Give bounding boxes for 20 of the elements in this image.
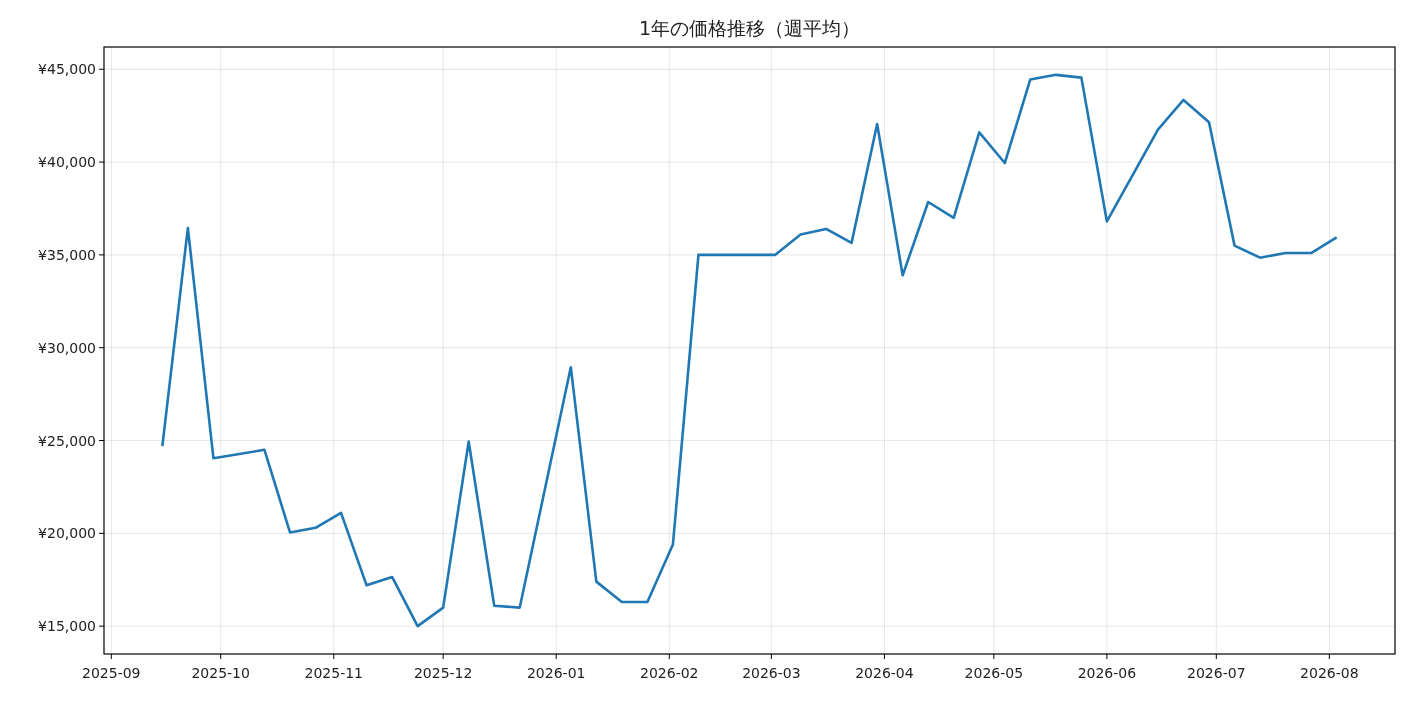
y-tick-label: ¥45,000 [38,61,96,78]
y-tick-label: ¥25,000 [38,432,96,449]
chart-title: 1年の価格推移（週平均） [638,17,861,39]
x-tick-label: 2025-11 [304,665,363,681]
x-tick-label: 2026-01 [526,665,586,681]
y-tick-label: ¥35,000 [38,246,96,263]
x-tick-label: 2026-06 [1077,665,1137,681]
y-tick-label: ¥15,000 [38,618,96,635]
x-tick-label: 2025-09 [82,665,141,681]
x-tick-label: 2026-05 [964,665,1024,681]
x-tick-label: 2025-12 [413,665,473,681]
x-tick-label: 2026-08 [1300,665,1359,681]
y-tick-label: ¥40,000 [38,154,96,171]
y-tick-label: ¥30,000 [38,339,96,356]
x-tick-label: 2025-10 [191,665,250,681]
x-tick-label: 2026-02 [640,665,699,681]
x-tick-label: 2026-07 [1187,665,1246,681]
y-tick-label: ¥20,000 [38,525,96,542]
x-tick-label: 2026-04 [855,665,914,681]
x-tick-label: 2026-03 [742,665,801,681]
